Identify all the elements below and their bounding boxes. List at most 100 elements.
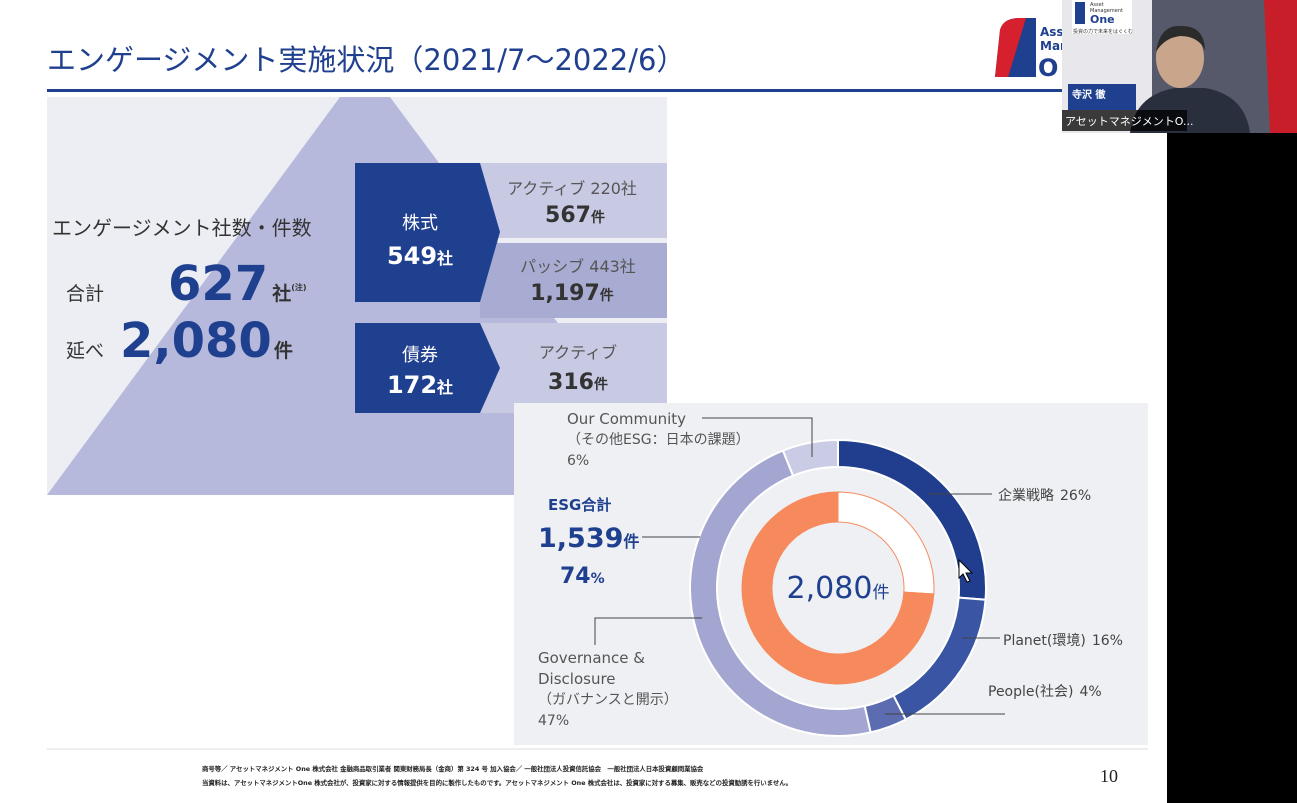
outer-segment xyxy=(781,438,839,477)
video-wall-red xyxy=(1264,0,1297,133)
footer-text: 商号等／ アセットマネジメント One 株式会社 金融商品取引業者 関東財務局長… xyxy=(202,764,704,773)
leader-line xyxy=(594,617,702,645)
inner-segment xyxy=(741,491,935,685)
mouse-cursor xyxy=(958,558,974,583)
item-count: 1,197件 xyxy=(530,281,614,306)
total-unit: 社 xyxy=(271,282,291,305)
item-unit: 件 xyxy=(600,287,614,304)
logo-text: Mar xyxy=(1040,39,1066,53)
summary-heading: エンゲージメント社数・件数 xyxy=(52,216,312,240)
video-logo-text: Management xyxy=(1090,8,1123,14)
item-box xyxy=(480,163,667,238)
speaker-tag xyxy=(1068,84,1136,110)
cumulative: 2,080 件 xyxy=(120,313,293,369)
cumulative-unit: 件 xyxy=(274,339,293,362)
item-unit: 件 xyxy=(591,209,605,226)
esg-percent-value: 74 xyxy=(560,564,591,589)
note: (注) xyxy=(291,282,306,292)
count-unit: 社 xyxy=(436,378,453,397)
item-value: 567 xyxy=(545,203,591,228)
label-text: People(社会) xyxy=(988,684,1073,700)
slide-title: エンゲージメント実施状況（2021/7〜2022/6） xyxy=(47,43,685,77)
label-text: Planet(環境) xyxy=(1003,633,1086,649)
percent-value: 47 xyxy=(538,713,556,729)
slide-logo: Ass Mar O xyxy=(995,18,1066,82)
total-label: 合計 xyxy=(66,283,104,305)
segment-label: （ガバナンスと開示） xyxy=(538,692,678,708)
video-tagline: 投資の力で未来をはぐくむ xyxy=(1073,28,1133,35)
category-arrow xyxy=(355,323,500,413)
title-rule xyxy=(47,89,1067,92)
percent-sign: % xyxy=(1110,633,1123,649)
percent-sign: % xyxy=(576,453,589,469)
logo-text: O xyxy=(1038,54,1058,82)
center-label: 2,080件 xyxy=(787,571,890,606)
video-logo-text: One xyxy=(1090,13,1115,26)
total: 627 社(注) xyxy=(168,256,307,312)
category-name: 債券 xyxy=(402,345,438,366)
item-label: アクティブ xyxy=(539,343,617,362)
esg-count-value: 1,539 xyxy=(538,523,623,554)
cumulative-value: 2,080 xyxy=(120,313,272,369)
page-number: 10 xyxy=(1100,766,1118,786)
item-label: パッシブ 443社 xyxy=(520,257,636,276)
segment-label: Planet(環境) 16% xyxy=(1003,633,1123,649)
footer-text: 当資料は、アセットマネジメントOne 株式会社が、投資家に対する情報提供を目的に… xyxy=(202,778,792,787)
cumulative-label: 延べ xyxy=(66,340,104,362)
item-count: 567件 xyxy=(545,203,605,228)
leader-line xyxy=(702,417,813,457)
video-logo-text: Asset xyxy=(1090,2,1104,8)
donut-chart xyxy=(689,438,987,737)
esg-count-unit: 件 xyxy=(623,532,639,551)
segment-percent: 6% xyxy=(567,453,589,469)
logo-text: Ass xyxy=(1040,25,1064,39)
esg-title: ESG合計 xyxy=(548,496,611,514)
item-label: アクティブ 220社 xyxy=(507,179,637,198)
black-area xyxy=(1167,133,1297,803)
percent-value: 6 xyxy=(567,453,576,469)
percent-value: 4 xyxy=(1079,684,1088,700)
item-value: 1,197 xyxy=(530,281,600,306)
count-unit: 社 xyxy=(436,249,453,268)
leader-lines xyxy=(594,417,1005,715)
category-count: 172社 xyxy=(387,371,453,399)
percent-value: 16 xyxy=(1092,633,1110,649)
percent-sign: % xyxy=(591,571,605,587)
video-caption: アセットマネジメントO... xyxy=(1065,115,1193,128)
logo-shape xyxy=(995,18,1026,77)
esg-percent: 74% xyxy=(560,564,605,589)
item-value: 316 xyxy=(548,370,594,395)
item-count: 316件 xyxy=(548,370,608,395)
percent-value: 26 xyxy=(1060,488,1078,504)
speaker-hair xyxy=(1156,25,1205,52)
total-value: 627 xyxy=(168,256,268,312)
segment-label: （その他ESG：日本の課題） xyxy=(567,432,750,448)
percent-sign: % xyxy=(1088,684,1101,700)
center-value: 2,080 xyxy=(787,571,873,606)
percent-sign: % xyxy=(1078,488,1091,504)
segment-label: Our Community xyxy=(567,410,686,428)
segment-percent: 47% xyxy=(538,713,569,729)
esg-count: 1,539件 xyxy=(538,523,639,554)
count-value: 549 xyxy=(387,242,437,270)
category-name: 株式 xyxy=(402,213,438,234)
segment-label: People(社会) 4% xyxy=(988,684,1102,700)
speaker-name: 寺沢 徹 xyxy=(1072,88,1106,101)
video-overlay: Asset Management One 投資の力で未来をはぐくむ 寺沢 徹 ア… xyxy=(1062,0,1297,133)
category-arrow xyxy=(355,163,500,302)
count-value: 172 xyxy=(387,371,437,399)
video-logo-mark xyxy=(1075,2,1085,24)
segment-label: Disclosure xyxy=(538,670,616,688)
label-text: 企業戦略 xyxy=(998,487,1054,504)
segment-label: Governance & xyxy=(538,649,645,667)
item-unit: 件 xyxy=(594,376,608,393)
caption-bar xyxy=(1062,110,1187,131)
item-box xyxy=(480,243,667,318)
percent-sign: % xyxy=(556,713,569,729)
speaker-head xyxy=(1156,28,1204,88)
center-unit: 件 xyxy=(872,583,889,603)
segment-label: 企業戦略 26% xyxy=(998,487,1091,504)
category-count: 549社 xyxy=(387,242,453,270)
